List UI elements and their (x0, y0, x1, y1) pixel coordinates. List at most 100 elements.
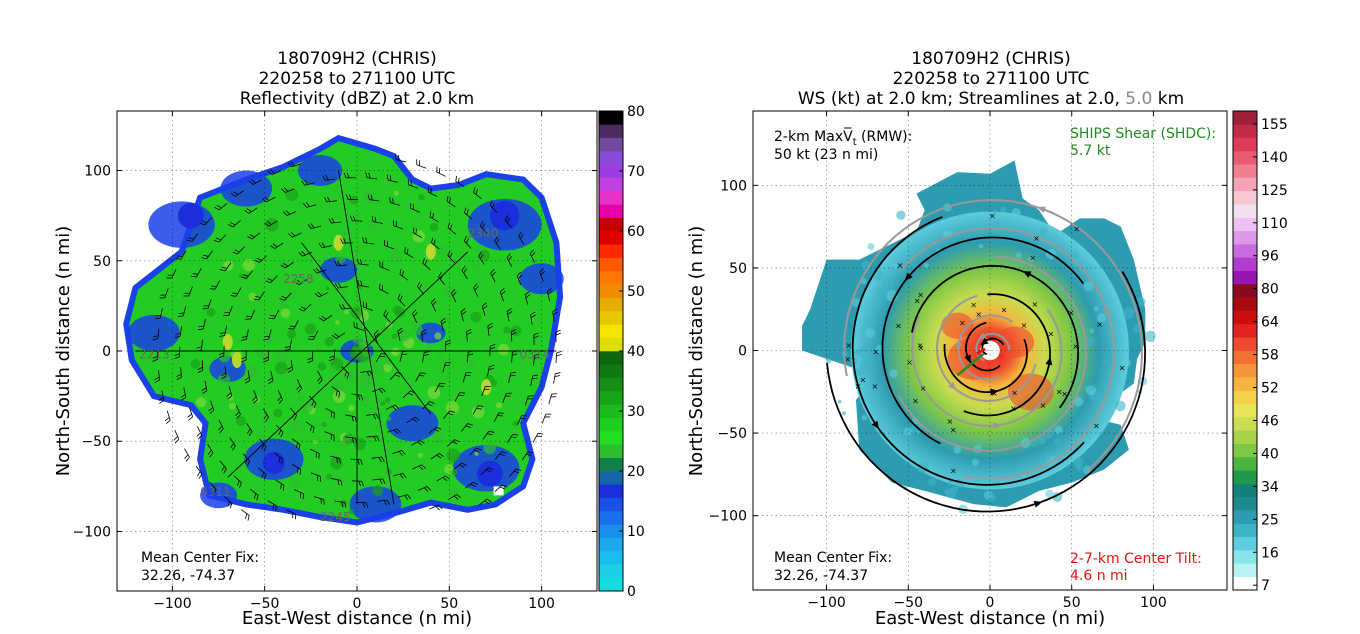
reflectivity-texture (317, 362, 327, 371)
data-flag-marker: × (1096, 320, 1103, 329)
wind-barb-feather (381, 456, 385, 462)
moderate-reflectivity-spot (222, 333, 233, 350)
wind-barb-shaft (385, 404, 396, 410)
wind-speed-texture (945, 487, 957, 499)
wind-barb-feather (159, 400, 165, 404)
right-colorbar-tick-label: 16 (1261, 545, 1279, 561)
wind-barb-feather (458, 394, 464, 397)
wind-barb-feather (447, 222, 451, 228)
wind-barb-feather (499, 287, 505, 293)
wind-barb-feather (532, 374, 538, 377)
wind-barb-feather (374, 332, 380, 338)
wind-barb-feather (539, 268, 544, 273)
wind-barb-feather (321, 242, 326, 248)
left-x-tick-label: 100 (528, 596, 555, 612)
reflectivity-coverage (123, 134, 564, 526)
wind-barb-feather (284, 349, 290, 351)
wind-barb-feather (201, 220, 207, 224)
wind-barb-shaft (373, 333, 379, 344)
left-colorbar-swatch (599, 124, 623, 138)
wind-barb-feather (219, 428, 224, 434)
wind-barb-feather (175, 332, 181, 335)
reflectivity-texture (434, 332, 442, 340)
wind-speed-texture (1076, 464, 1083, 471)
wind-barb-feather (158, 397, 164, 401)
wind-barb-shaft (494, 484, 503, 493)
wind-barb-feather (423, 487, 429, 492)
reflectivity-texture (446, 287, 455, 297)
wind-barb-feather (333, 412, 335, 419)
wind-barb-feather (546, 288, 552, 292)
wind-barb-shaft (271, 170, 282, 176)
wind-barb-shaft (246, 422, 253, 432)
reflectivity-texture (427, 386, 441, 399)
right-axis-ticks: −100 −50 0 50 100 −100 −50 0 50 100 (709, 111, 1227, 611)
reflectivity-texture (348, 405, 355, 412)
wind-barb-feather (313, 268, 318, 274)
wind-barb-feather (307, 338, 314, 340)
wind-barb-shaft (372, 478, 383, 481)
wind-barb-feather (247, 428, 251, 434)
wind-barb-shaft (521, 451, 529, 461)
wind-barb-feather (280, 264, 286, 269)
wind-barb-feather (263, 446, 267, 452)
shear-value: 5.7 kt (1070, 143, 1111, 159)
wind-barb-feather (261, 472, 265, 478)
wind-barb-feather (432, 212, 434, 219)
wind-barb-feather (421, 332, 427, 336)
wind-speed-texture (891, 262, 898, 269)
reflectivity-texture (398, 328, 411, 342)
reflectivity-texture (379, 323, 386, 330)
wind-barb-shaft (345, 436, 356, 439)
wind-barb-feather (209, 409, 215, 415)
wind-barb-shaft (224, 366, 227, 377)
reflectivity-colorbar: 0 10 20 30 40 50 60 70 80 (598, 104, 645, 600)
wind-barb-feather (176, 376, 182, 381)
wind-barb-shaft (351, 393, 362, 396)
wind-barb-feather (517, 274, 523, 279)
wind-barb-feather (516, 271, 522, 277)
wind-barb-shaft (298, 278, 308, 286)
reflectivity-texture (470, 311, 482, 323)
wind-barb-feather (253, 493, 257, 499)
wind-barb-feather (230, 222, 236, 226)
wind-barb-feather (511, 332, 517, 336)
right-colorbar-tick-label: 34 (1261, 479, 1279, 495)
wind-barb-feather (397, 293, 401, 299)
right-colorbar-swatch (1233, 483, 1257, 498)
left-title-line-2: 220258 to 271100 UTC (259, 69, 456, 89)
wind-barb-feather (267, 278, 273, 281)
wind-barb-feather (357, 279, 360, 286)
wind-barb-feather (297, 467, 299, 474)
wind-barb-feather (330, 411, 333, 417)
reflectivity-texture (474, 451, 479, 456)
wind-barb-feather (234, 249, 240, 253)
wind-barb-feather (461, 265, 466, 271)
reflectivity-texture (218, 350, 231, 363)
wind-barb-feather (261, 444, 265, 450)
wind-barb-feather (323, 499, 325, 505)
wind-barb-feather (372, 414, 377, 420)
reflectivity-texture (290, 476, 302, 488)
wind-barb-feather (275, 505, 277, 512)
wind-barb-shaft (289, 339, 292, 350)
wind-barb-feather (438, 453, 444, 457)
wind-barb-feather (310, 425, 313, 432)
wind-barb-shaft (431, 242, 440, 250)
wind-barb-feather (298, 444, 301, 450)
wind-barb-feather (241, 336, 248, 338)
streamline-arrow (1033, 500, 1043, 508)
reflectivity-texture (435, 354, 445, 365)
right-colorbar-tick-label: 40 (1261, 446, 1279, 462)
wind-barb-feather (445, 339, 451, 343)
wind-barb-shaft (174, 429, 180, 440)
wind-barb-shaft (482, 430, 490, 440)
wind-barb-shaft (553, 373, 556, 384)
wind-barb-shaft (259, 255, 268, 263)
wind-speed-panel: 180709H2 (CHRIS) 220258 to 271100 UTC WS… (686, 49, 1288, 629)
wind-barb-feather (395, 154, 397, 160)
reflectivity-texture (409, 317, 421, 329)
wind-barb-feather (256, 257, 262, 261)
wind-barb-feather (382, 478, 386, 484)
left-colorbar-swatch (599, 111, 623, 125)
